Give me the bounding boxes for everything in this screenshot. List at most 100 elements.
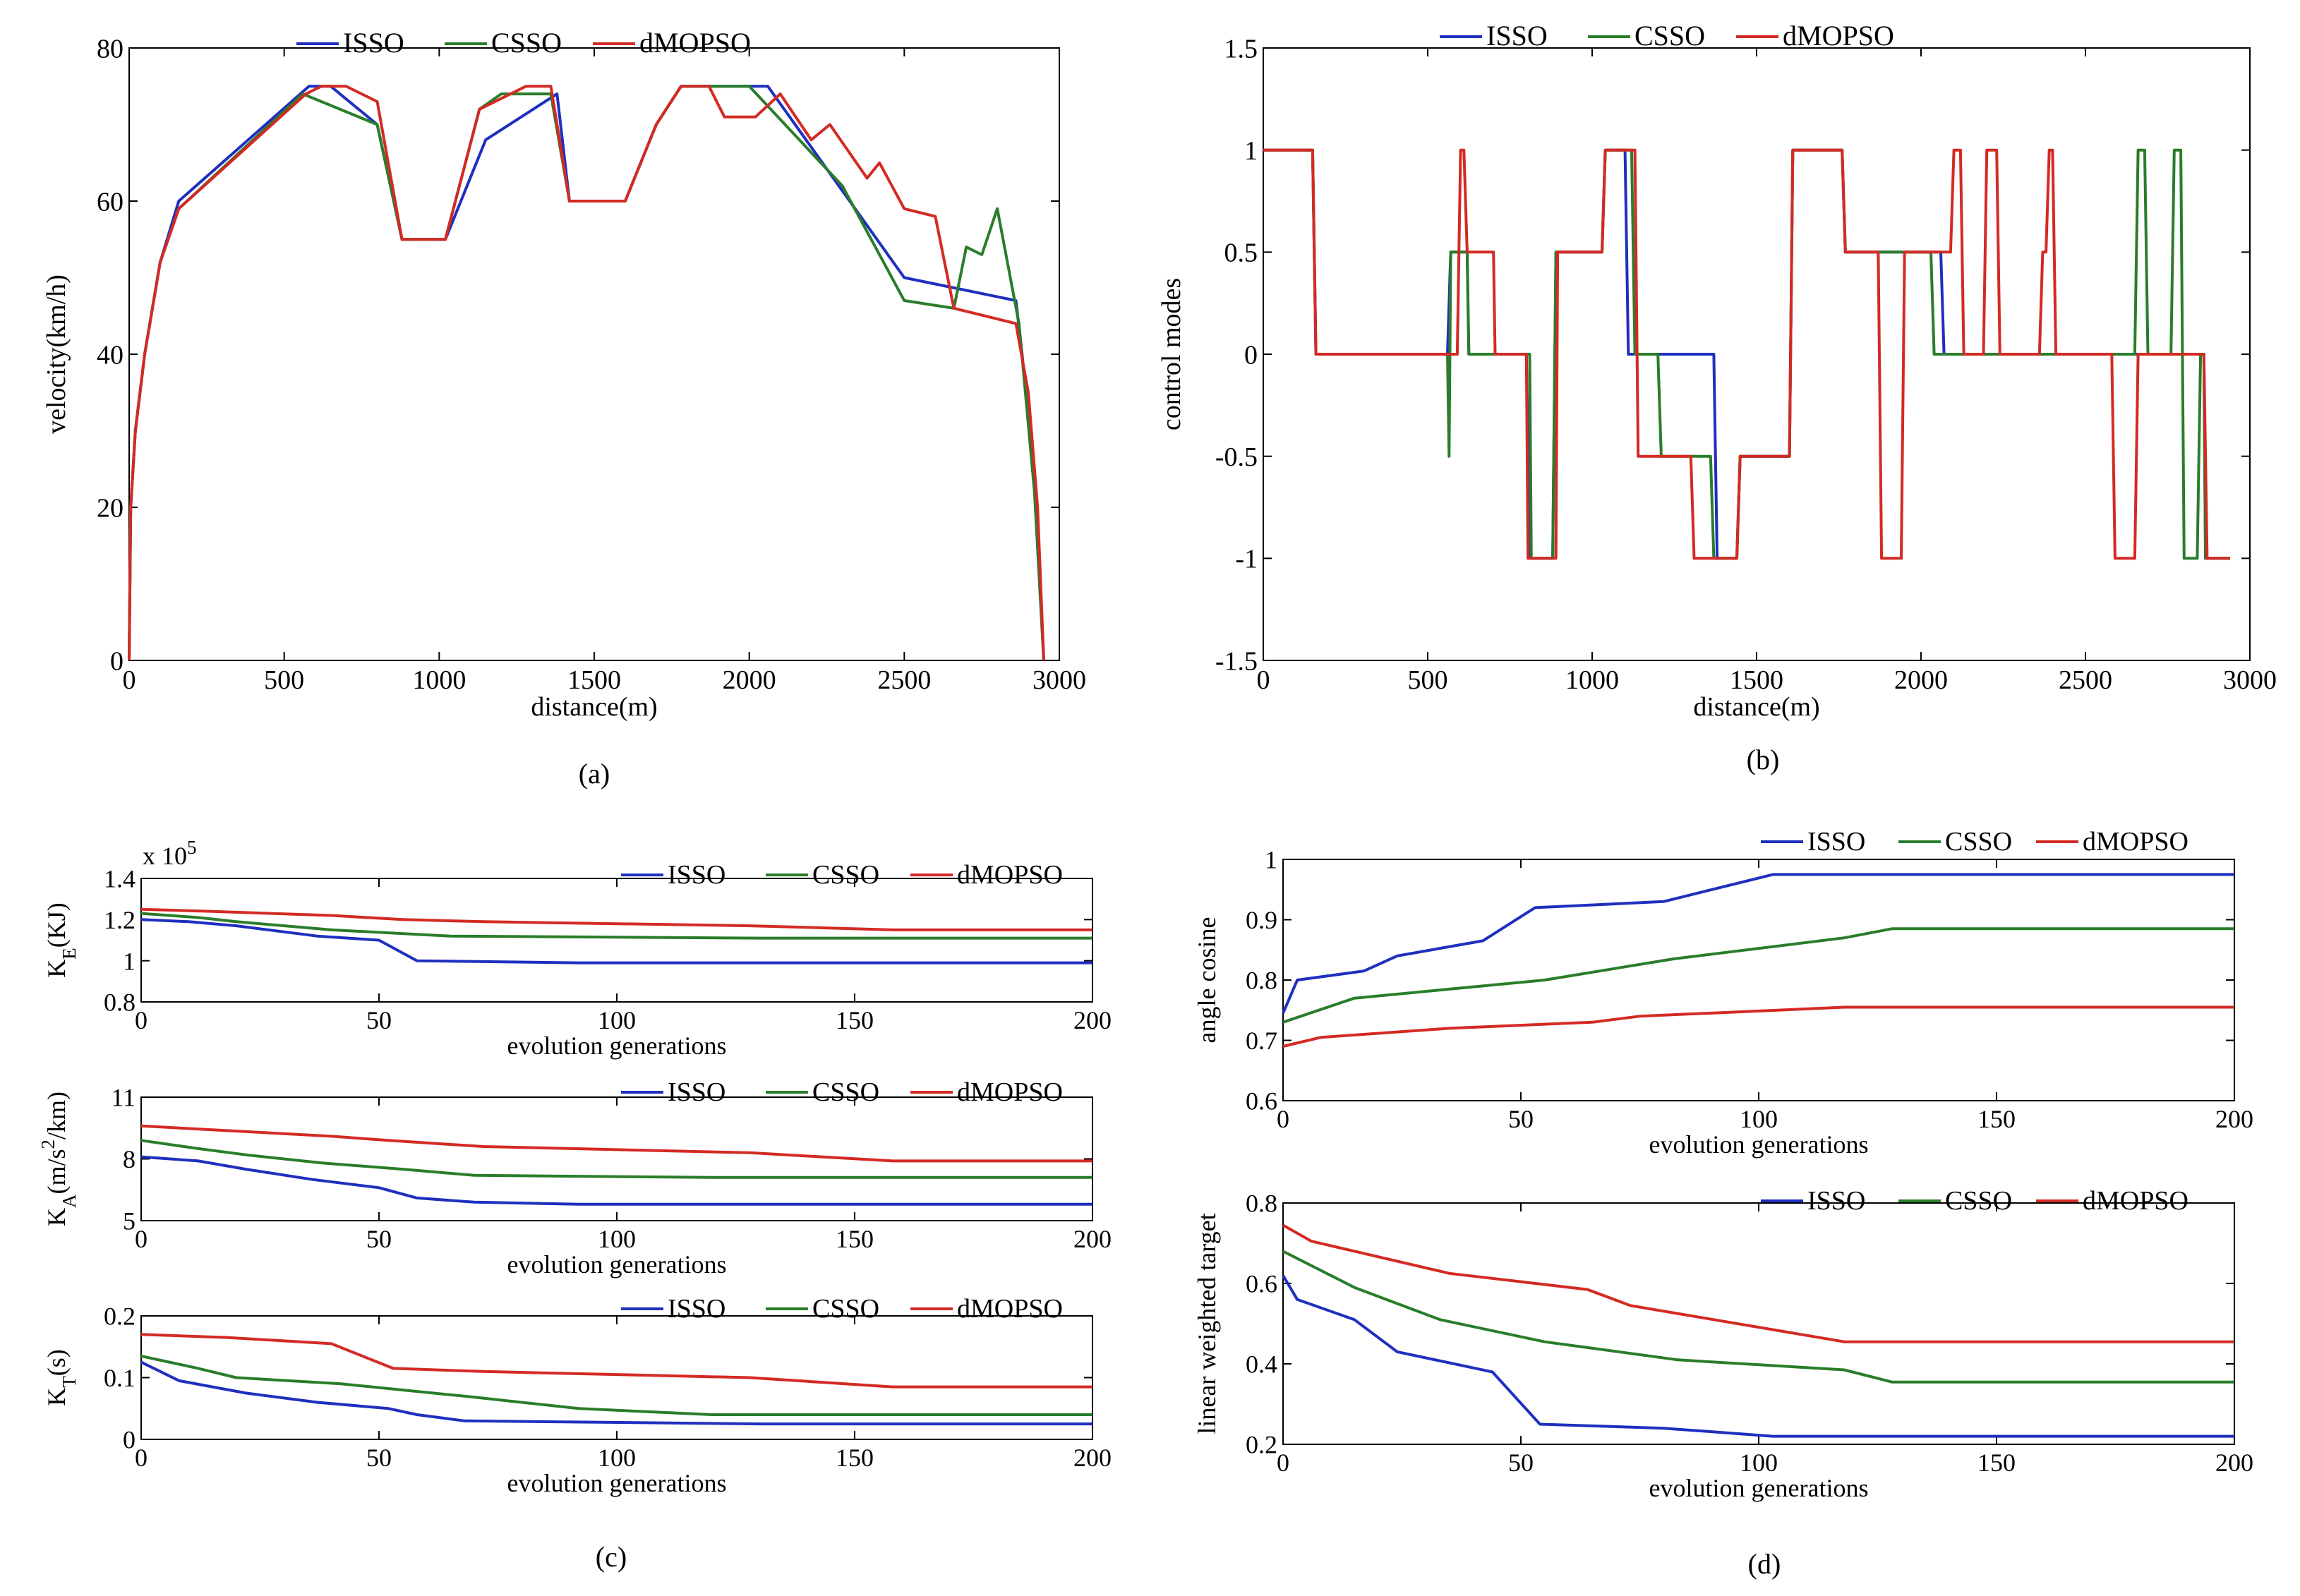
legend: ISSO CSSO dMOPSO — [621, 1294, 1063, 1324]
y-tick-label: 0.8 — [104, 989, 136, 1017]
x-tick-label: 200 — [2215, 1449, 2253, 1477]
y-tick-label: 0.8 — [1246, 967, 1277, 995]
series-line-isso — [1282, 873, 2234, 1014]
y-tick-label: 1.2 — [104, 906, 136, 934]
legend-entry: CSSO — [491, 27, 562, 59]
x-tick-label: 150 — [836, 1225, 874, 1253]
y-tick-label: 0.2 — [104, 1302, 136, 1331]
legend-entry: ISSO — [343, 27, 404, 59]
x-tick-label: 500 — [264, 665, 304, 695]
series-line-csso — [140, 1139, 1092, 1179]
legend-entry: dMOPSO — [957, 860, 1063, 890]
x-tick-label: 100 — [598, 1444, 636, 1472]
legend-entry: CSSO — [1634, 20, 1705, 52]
y-tick-label: -1 — [1235, 545, 1258, 574]
x-tick-label: 50 — [1508, 1105, 1534, 1133]
x-tick-label: 150 — [1977, 1105, 2016, 1133]
x-tick-label: 0 — [1277, 1105, 1289, 1133]
axis-multiplier: x 105 — [143, 837, 197, 870]
chart-d2: 0 50 100 150 200 0.2 0.4 0.6 0.8 evolution genera… — [1193, 1186, 2253, 1580]
legend-entry: CSSO — [812, 860, 879, 890]
x-tick-label: 200 — [1073, 1225, 1112, 1253]
series-line-csso — [1282, 1250, 2234, 1384]
series-line-dmopso — [140, 1333, 1092, 1389]
y-tick-label: 0.5 — [1224, 238, 1258, 268]
legend-entry: ISSO — [668, 1077, 725, 1107]
legend: ISSO CSSO dMOPSO — [296, 27, 751, 59]
legend-entry: dMOPSO — [957, 1077, 1063, 1107]
y-tick-label: 1.5 — [1224, 34, 1258, 64]
x-tick-label: 150 — [1977, 1449, 2016, 1477]
legend-entry: ISSO — [1486, 20, 1548, 52]
y-tick-label: 0.6 — [1246, 1087, 1277, 1116]
legend-entry: dMOPSO — [2083, 1186, 2188, 1216]
y-axis-label: velocity(km/h) — [42, 274, 71, 434]
chart-d1: 0 50 100 150 200 0.6 0.7 0.8 0.9 1 evolution gener… — [1193, 827, 2253, 1159]
x-tick-label: 100 — [598, 1225, 636, 1253]
x-tick-label: 2500 — [2059, 665, 2112, 695]
y-tick-label: 0.4 — [1246, 1350, 1277, 1379]
x-tick-label: 2000 — [1894, 665, 1948, 695]
series-line-dmopso — [1282, 1223, 2234, 1343]
legend: ISSO CSSO dMOPSO — [621, 860, 1063, 890]
series-line-csso — [128, 85, 1045, 661]
x-axis-label: distance(m) — [1693, 692, 1819, 722]
legend-entry: CSSO — [812, 1077, 879, 1107]
y-axis-label: KE(KJ) — [42, 902, 80, 977]
series-line-dmopso — [1282, 1005, 2234, 1048]
chart-b: 0 500 1000 1500 2000 2500 3000 -1.5 -1 -0.5 0 0.5 1 1… — [1157, 20, 2277, 775]
y-axis-label: angle cosine — [1193, 917, 1221, 1044]
x-tick-label: 100 — [1740, 1105, 1778, 1133]
x-tick-label: 0 — [1277, 1449, 1289, 1477]
y-tick-label: 0 — [123, 1426, 136, 1454]
plot-frame — [1282, 859, 2235, 1101]
x-tick-label: 2500 — [877, 665, 931, 695]
series-line-isso — [1282, 1274, 2234, 1438]
x-axis-label: evolution generations — [507, 1032, 727, 1060]
y-tick-label: 0.6 — [1246, 1270, 1277, 1298]
series-line-dmopso — [128, 85, 1045, 661]
y-tick-label: 0 — [1244, 340, 1258, 370]
panel-caption: (a) — [579, 758, 610, 790]
legend: ISSO CSSO dMOPSO — [1761, 1186, 2188, 1216]
plot-frame — [140, 1315, 1093, 1440]
y-tick-label: 40 — [97, 340, 124, 370]
y-tick-label: 20 — [97, 493, 124, 523]
plot-frame — [128, 47, 1060, 661]
x-tick-label: 500 — [1408, 665, 1448, 695]
legend-entry: dMOPSO — [639, 27, 751, 59]
x-tick-label: 2000 — [723, 665, 776, 695]
y-tick-label: 60 — [97, 187, 124, 217]
x-tick-label: 0 — [123, 665, 136, 695]
x-tick-label: 150 — [836, 1006, 874, 1034]
x-tick-label: 3000 — [2223, 665, 2277, 695]
y-tick-label: -0.5 — [1215, 442, 1258, 472]
y-tick-label: 80 — [97, 34, 124, 64]
legend-entry: dMOPSO — [2083, 827, 2188, 857]
legend-entry: CSSO — [812, 1294, 879, 1324]
x-axis-label: distance(m) — [531, 692, 657, 722]
y-axis-label: linear weighted target — [1193, 1213, 1221, 1434]
series-line-csso — [140, 1354, 1092, 1416]
legend: ISSO CSSO dMOPSO — [1761, 827, 2188, 857]
series-line-isso — [140, 918, 1092, 965]
chart-a: 0 500 1000 1500 2000 2500 3000 0 20 40 60 80 distanc… — [42, 27, 1086, 790]
x-axis-label: evolution generations — [507, 1469, 727, 1497]
panel-caption: (c) — [596, 1541, 627, 1573]
x-tick-label: 0 — [135, 1006, 147, 1034]
x-tick-label: 0 — [135, 1444, 147, 1472]
series-line-csso — [140, 912, 1092, 940]
x-tick-label: 0 — [1257, 665, 1270, 695]
chart-c2: 0 50 100 150 200 5 8 11 evolution generations KA(… — [37, 1077, 1112, 1278]
legend-entry: ISSO — [1807, 1186, 1865, 1216]
chart-c1: 0 50 100 150 200 0.8 1 1.2 1.4 evolution generati… — [42, 837, 1112, 1060]
legend: ISSO CSSO dMOPSO — [621, 1077, 1063, 1107]
y-tick-label: 0 — [110, 646, 124, 676]
x-axis-label: evolution generations — [1649, 1474, 1869, 1502]
legend-entry: CSSO — [1945, 1186, 2012, 1216]
x-tick-label: 50 — [1508, 1449, 1534, 1477]
chart-c3: 0 50 100 150 200 0 0.1 0.2 evolution generations… — [42, 1294, 1112, 1573]
panel-caption: (d) — [1748, 1548, 1781, 1580]
x-tick-label: 100 — [598, 1006, 636, 1034]
series-line-isso — [140, 1155, 1092, 1206]
